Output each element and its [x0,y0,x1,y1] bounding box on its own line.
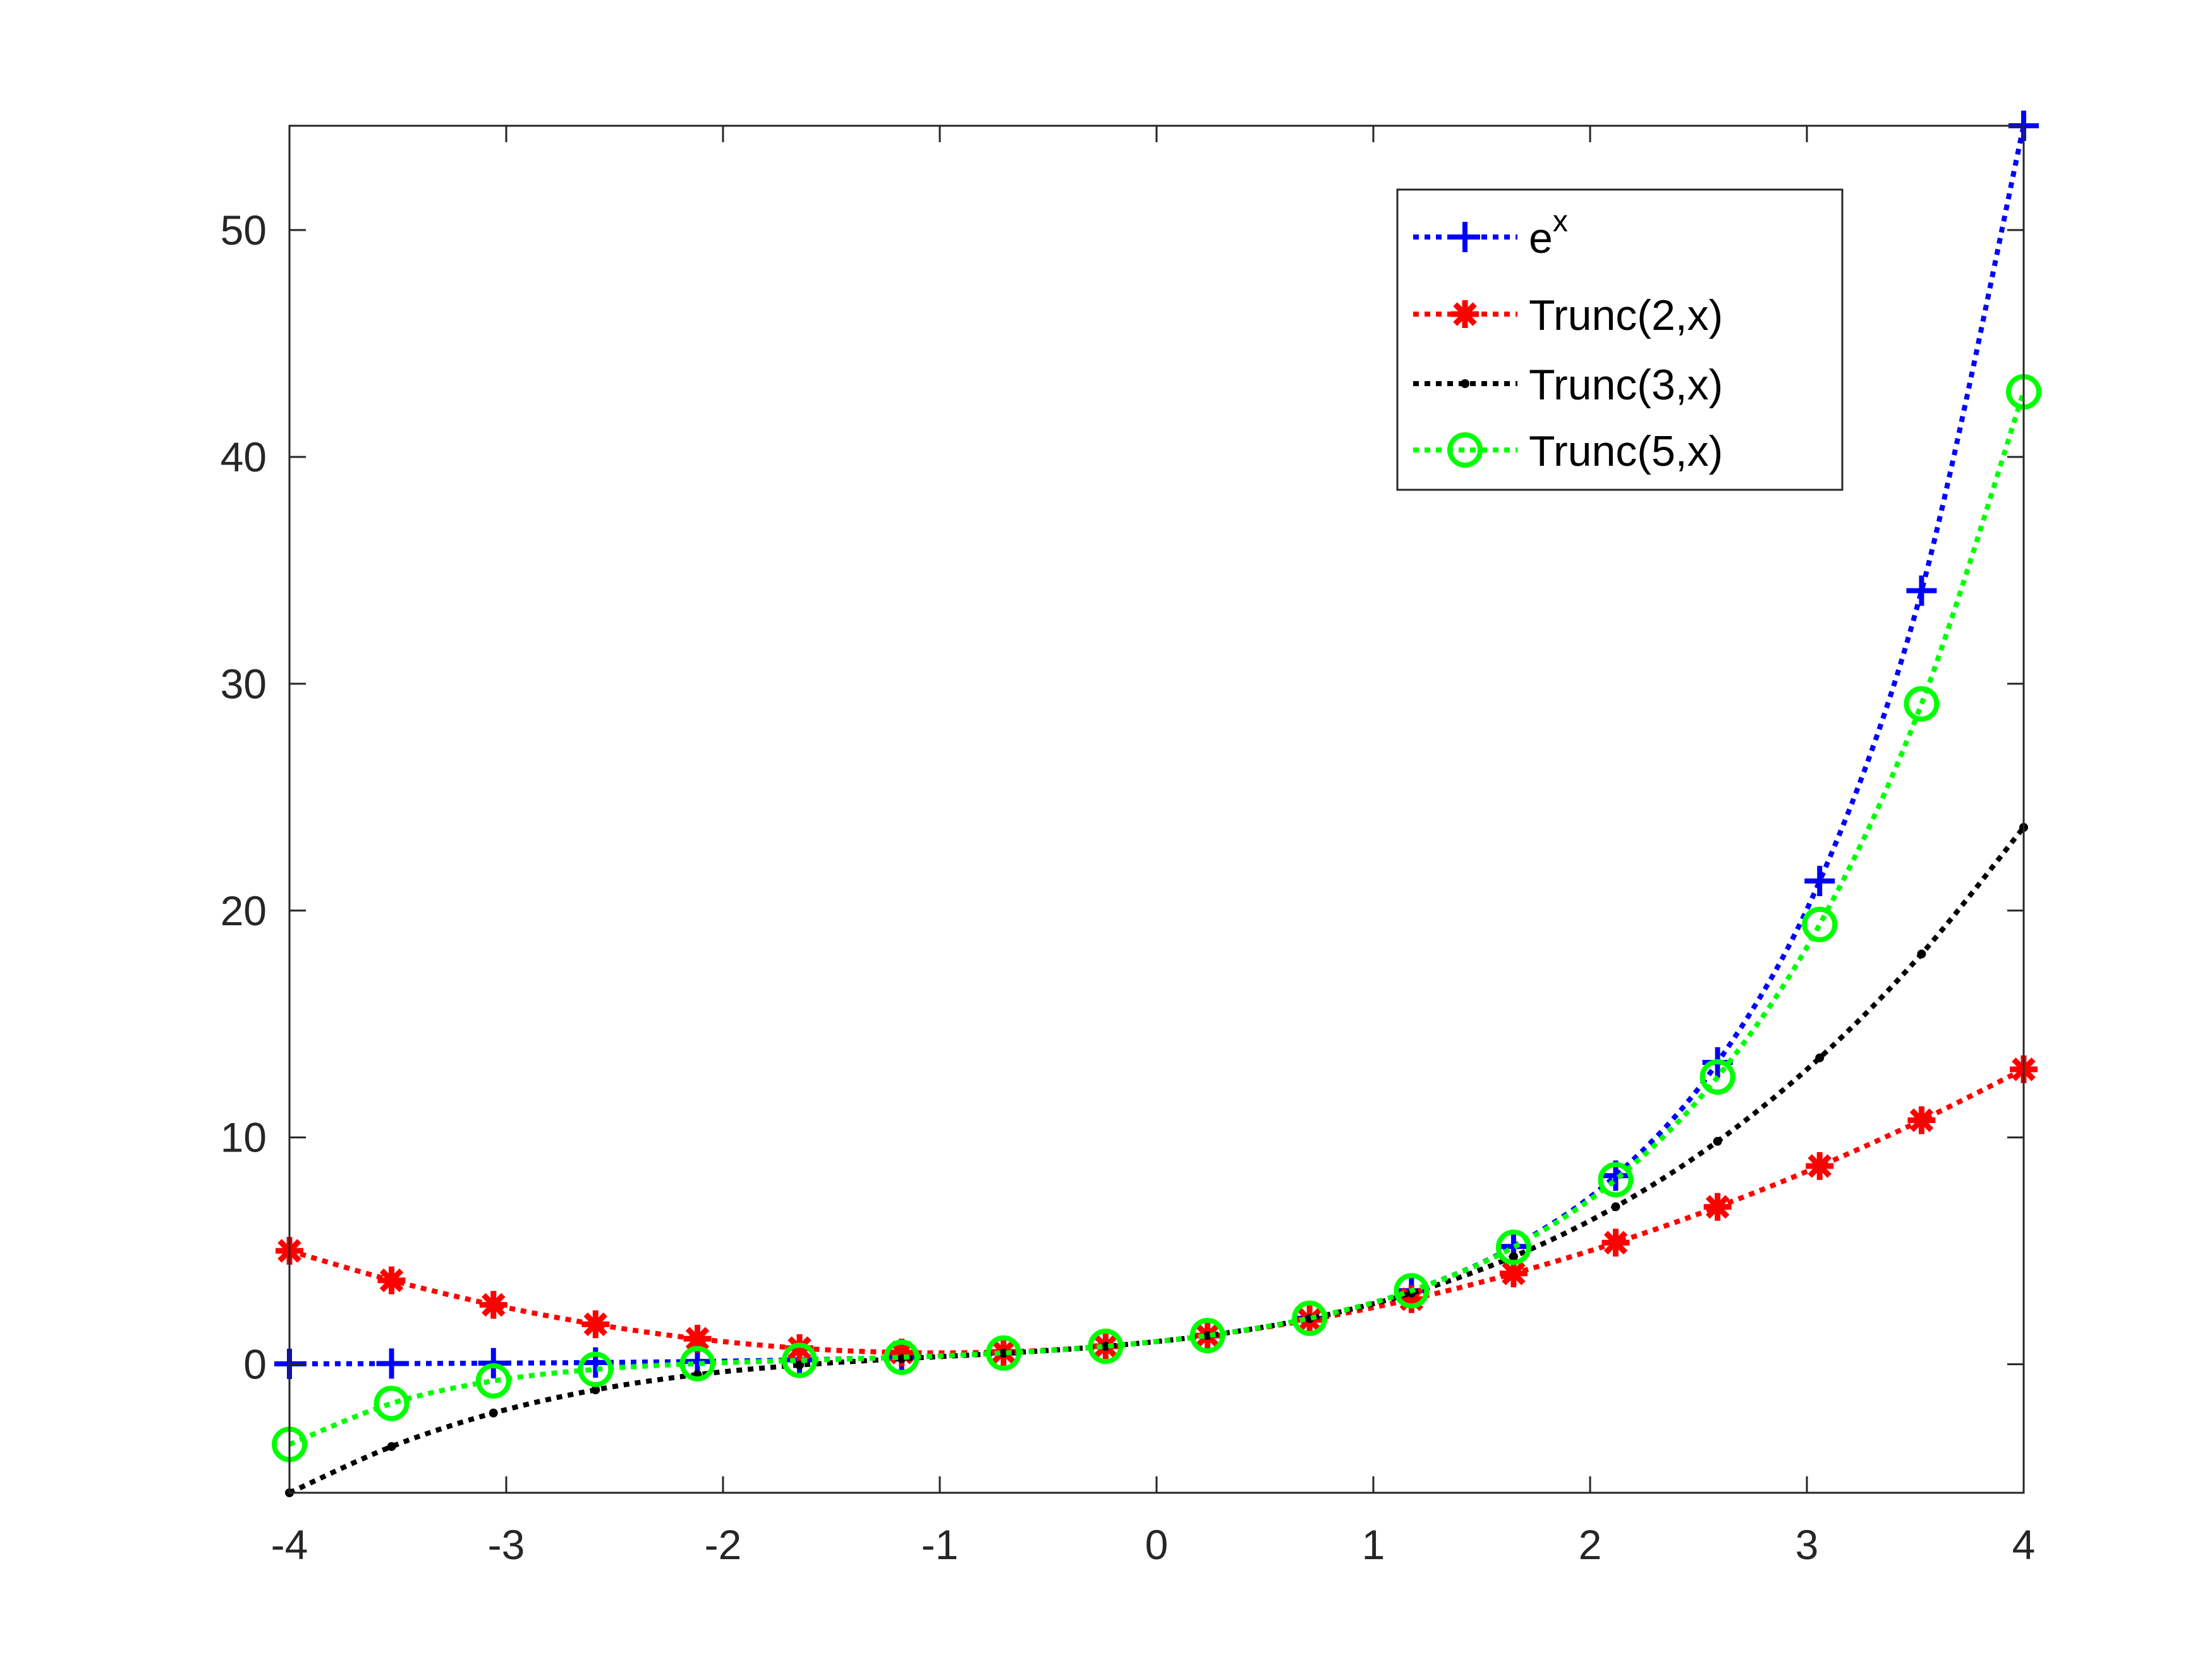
legend-label: Trunc(3,x) [1529,361,1723,409]
circle-marker [1088,1328,1124,1364]
x-tick-label: 3 [1796,1521,1819,1568]
point-marker [1713,1136,1722,1146]
asterisk-marker [887,1339,916,1367]
point-marker [999,1349,1008,1358]
legend-entry: Trunc(5,x) [1413,427,1723,475]
plus-marker [376,1348,407,1379]
asterisk-marker [1601,1229,1630,1257]
circle-marker [1292,1300,1328,1336]
point-marker [591,1385,600,1395]
asterisk-marker [479,1291,507,1319]
circle-marker [475,1363,511,1399]
series-line [288,391,2026,1447]
y-tick-label: 20 [221,887,267,934]
legend-label-text: Trunc(2,x) [1529,291,1723,339]
circle-marker [782,1342,818,1378]
asterisk-marker [1397,1285,1426,1313]
legend-label: ex [1529,205,1568,262]
asterisk-marker [1451,300,1479,328]
circle-marker [1447,432,1483,468]
y-tick-label: 10 [221,1114,267,1161]
asterisk-marker [786,1334,814,1363]
x-tick-label: -4 [271,1521,308,1568]
point-marker [1917,949,1926,959]
point-marker [1509,1252,1518,1261]
circle-marker [1394,1273,1430,1309]
asterisk-marker [1499,1259,1528,1287]
x-tick-label: 4 [2012,1521,2036,1568]
plus-marker [1906,575,1937,606]
legend-entry: Trunc(3,x) [1413,361,1723,409]
circle-marker [679,1346,715,1382]
point-marker [387,1442,396,1451]
legend-label-text: Trunc(5,x) [1529,427,1723,475]
circle-marker [1598,1162,1634,1198]
circle-marker [1904,686,1940,722]
point-marker [1461,379,1469,388]
circle-marker [1802,906,1838,942]
legend: ex Trunc(2,x) Trunc(3,x) Trunc(5,x) [1396,188,1844,491]
circle-marker [985,1335,1021,1371]
circle-marker [578,1351,614,1387]
y-tick-label: 40 [221,434,267,480]
circle-marker [884,1339,920,1375]
circle-marker [1495,1229,1531,1265]
asterisk-marker [1806,1152,1834,1181]
legend-label-text: e [1529,214,1553,262]
legend-entry: ex [1413,205,1568,262]
asterisk-marker [377,1266,406,1294]
x-tick-label: -1 [921,1521,959,1568]
x-tick-label: -3 [488,1521,525,1568]
circle-marker [1189,1318,1225,1354]
y-tick-label: 0 [243,1341,267,1388]
legend-label: Trunc(2,x) [1529,291,1723,339]
x-tick-label: 1 [1362,1521,1385,1568]
asterisk-marker [683,1325,712,1353]
y-tick-label: 50 [221,207,267,253]
plus-marker [1450,222,1480,252]
x-tick-label: -2 [705,1521,742,1568]
legend-label-text: Trunc(3,x) [1529,361,1723,409]
y-tick-label: 30 [221,660,267,707]
series-line [288,825,2026,1495]
asterisk-marker [581,1310,610,1339]
x-tick-label: 0 [1145,1521,1169,1568]
series-2 [285,823,2028,1497]
legend-label: Trunc(5,x) [1529,427,1723,475]
point-marker [1611,1202,1620,1212]
circle-marker [1699,1059,1735,1095]
legend-box [1396,188,1844,491]
plus-marker [1804,866,1835,897]
point-marker [1101,1342,1110,1351]
asterisk-marker [1907,1106,1936,1134]
series-line [289,125,2026,1366]
plot-area [272,111,2041,1497]
legend-label-superscript: x [1553,205,1568,238]
point-marker [795,1360,805,1370]
legend-entry: Trunc(2,x) [1413,291,1723,339]
asterisk-marker [1703,1193,1732,1221]
plus-marker [478,1347,509,1378]
point-marker [489,1408,498,1418]
point-marker [1815,1053,1825,1062]
circle-marker [374,1385,410,1421]
series-3 [272,374,2041,1462]
x-tick-label: 2 [1579,1521,1602,1568]
